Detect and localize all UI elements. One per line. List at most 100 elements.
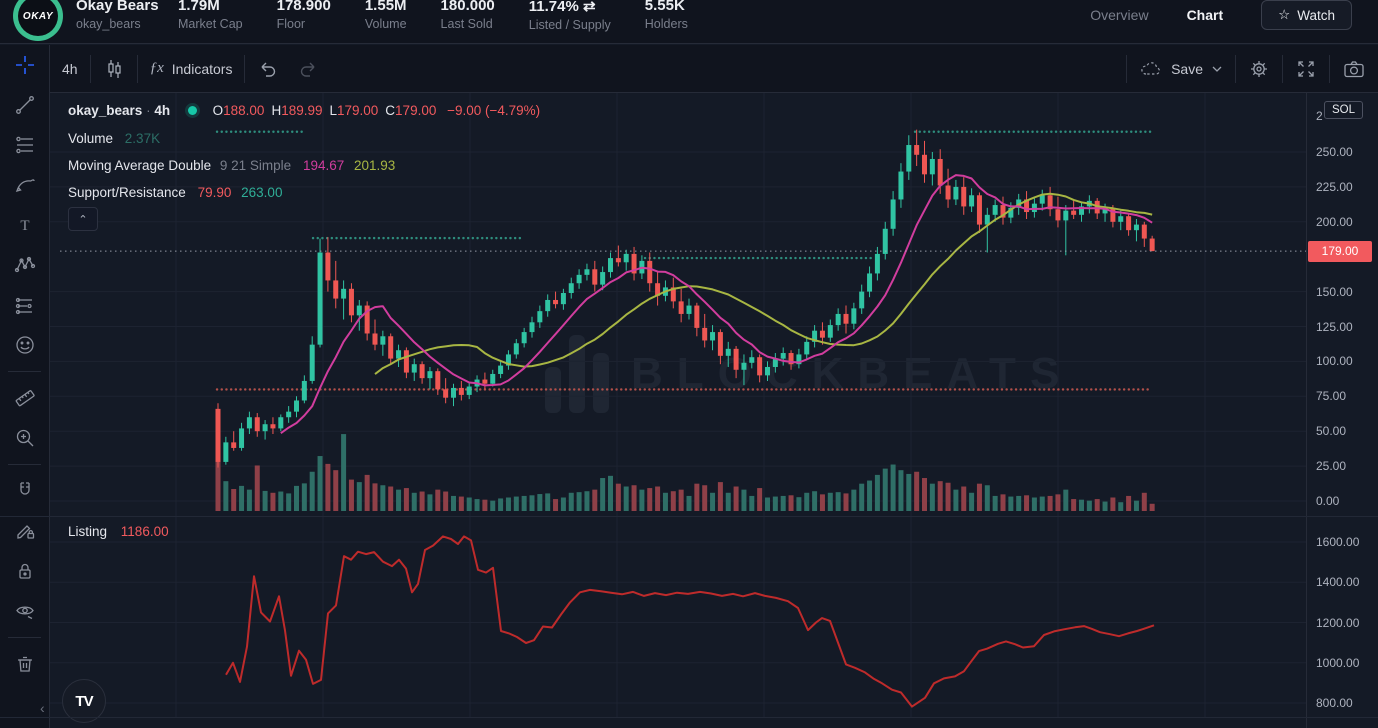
sr-resistance-value: 263.00 <box>241 185 283 200</box>
currency-badge[interactable]: SOL <box>1324 101 1364 119</box>
tab-overview[interactable]: Overview <box>1090 7 1149 23</box>
indicators-label: Indicators <box>171 60 233 77</box>
listing-legend[interactable]: Listing 1186.00 <box>68 524 169 539</box>
legend-collapse-button[interactable]: ⌃ <box>68 207 98 231</box>
price-tick: 125.00 <box>1316 319 1353 334</box>
pane-separator[interactable] <box>0 516 1378 517</box>
volume-legend[interactable]: Volume 2.37K <box>68 131 160 146</box>
tool-fib-lines[interactable] <box>0 125 50 165</box>
magnet-icon <box>20 482 30 495</box>
tool-measure[interactable] <box>0 378 50 418</box>
candlestick-chart-canvas[interactable] <box>50 93 1306 728</box>
stat-item: 180.000 Last Sold <box>441 0 495 32</box>
settings-button[interactable] <box>1235 54 1282 83</box>
stat-value: 1.55M <box>364 0 407 14</box>
tool-text[interactable]: T <box>0 205 50 245</box>
sidebar-collapse-chevron-icon[interactable]: ‹ <box>40 700 45 716</box>
text-icon: T <box>20 218 29 234</box>
stat-item: 178.900 Floor <box>277 0 331 32</box>
tool-emoji[interactable] <box>0 325 50 365</box>
sr-legend[interactable]: Support/Resistance 79.90 263.00 <box>68 185 282 200</box>
last-price-badge: 179.00 <box>1308 240 1372 262</box>
snapshot-button[interactable] <box>1329 54 1378 83</box>
tool-drawing-mode-lock[interactable] <box>0 511 50 551</box>
trend-line-icon <box>16 96 34 114</box>
tool-hide-drawings[interactable] <box>0 591 50 631</box>
tool-lock-all[interactable] <box>0 551 50 591</box>
toolbar-divider <box>8 637 41 638</box>
sr-support-value: 79.90 <box>197 185 232 200</box>
stat-value: 1.79M <box>178 0 220 14</box>
price-tick: 200.00 <box>1316 214 1353 229</box>
drawing-toolbar: T <box>0 45 50 728</box>
collection-logo[interactable]: OKAY <box>13 0 63 41</box>
star-icon: ☆ <box>1278 7 1291 22</box>
undo-icon[interactable] <box>257 58 279 80</box>
price-tick: 150.00 <box>1316 284 1353 299</box>
stat-item: 1.55M Volume <box>365 0 407 32</box>
save-button[interactable]: Save <box>1126 54 1235 83</box>
watch-label: Watch <box>1297 7 1335 23</box>
chart-toolbar: 4h ƒx Indicators <box>50 45 1378 93</box>
drawing-mode-lock-icon <box>17 525 35 539</box>
collection-stats: 1.79M Market Cap 178.900 Floor 1.55M Volume 18… <box>178 0 688 32</box>
price-axis[interactable]: 2 SOL 179.00 250.00 225.00 200.00 150.00 125… <box>1306 93 1378 728</box>
tab-chart[interactable]: Chart <box>1186 7 1224 23</box>
main-series-legend[interactable]: okay_bears · 4h O188.00 H189.99 L179.00 C17… <box>68 103 541 118</box>
indicators-button[interactable]: ƒx Indicators <box>138 54 246 83</box>
ma-params: 9 21 Simple <box>219 158 292 173</box>
tool-forecast[interactable] <box>0 285 50 325</box>
tool-remove-drawings[interactable] <box>0 644 50 684</box>
tool-trend-line[interactable] <box>0 85 50 125</box>
fullscreen-icon <box>1298 60 1314 77</box>
price-tick: 25.00 <box>1316 459 1347 474</box>
listing-tick: 1400.00 <box>1316 575 1360 590</box>
gear-icon <box>1251 60 1267 77</box>
toolbar-divider <box>8 371 41 372</box>
legend-symbol: okay_bears <box>68 103 143 118</box>
tool-zoom-in[interactable] <box>0 418 50 458</box>
listing-tick: 1200.00 <box>1316 615 1360 630</box>
listing-label: Listing <box>68 524 108 539</box>
legend-interval: 4h <box>154 103 171 118</box>
tool-xabcd-pattern[interactable] <box>0 245 50 285</box>
interval-label: 4h <box>62 60 78 77</box>
price-tick: 50.00 <box>1316 424 1347 439</box>
redo-icon[interactable] <box>297 58 319 80</box>
tool-crosshair[interactable] <box>0 45 50 85</box>
collection-slug: okay_bears <box>76 17 141 31</box>
stat-label: Listed / Supply <box>528 18 611 32</box>
fx-icon: ƒx <box>149 60 164 76</box>
cloud-save-icon <box>1141 61 1161 75</box>
stat-label: Floor <box>276 17 306 31</box>
market-status-dot <box>187 106 197 115</box>
chart-style-button[interactable] <box>91 54 138 83</box>
forecast-icon <box>15 297 32 315</box>
stat-label: Holders <box>644 17 688 31</box>
tradingview-logo[interactable]: TV <box>62 679 106 723</box>
page-header: OKAY Okay Bears okay_bears 1.79M Market C… <box>0 0 1378 44</box>
stat-label: Last Sold <box>440 17 493 31</box>
watch-button[interactable]: ☆ Watch <box>1261 0 1352 30</box>
blockbeats-logo <box>545 335 609 413</box>
price-tick: 250.00 <box>1316 145 1353 159</box>
fib-lines-icon <box>16 136 33 154</box>
ma-label: Moving Average Double <box>68 158 212 173</box>
tool-magnet[interactable] <box>0 471 50 511</box>
emoji-icon <box>16 336 34 354</box>
fullscreen-button[interactable] <box>1282 54 1329 83</box>
price-tick: 75.00 <box>1316 389 1347 404</box>
candlestick-style-icon <box>107 59 121 78</box>
axis-partial-tick: 2 <box>1316 109 1323 123</box>
stat-item: 5.55K Holders <box>645 0 688 32</box>
ma-fast-value: 194.67 <box>302 158 345 173</box>
interval-button[interactable]: 4h <box>50 54 91 83</box>
chart-region: BLOCKBEATS okay_bears · 4h O188.00 H189.9… <box>50 93 1378 728</box>
listing-tick: 800.00 <box>1316 696 1353 710</box>
stat-value: 5.55K <box>644 0 685 14</box>
ma-legend[interactable]: Moving Average Double 9 21 Simple 194.67… <box>68 158 395 173</box>
tool-brush[interactable] <box>0 165 50 205</box>
price-tick: 225.00 <box>1316 179 1353 194</box>
crosshair-icon <box>16 56 34 74</box>
